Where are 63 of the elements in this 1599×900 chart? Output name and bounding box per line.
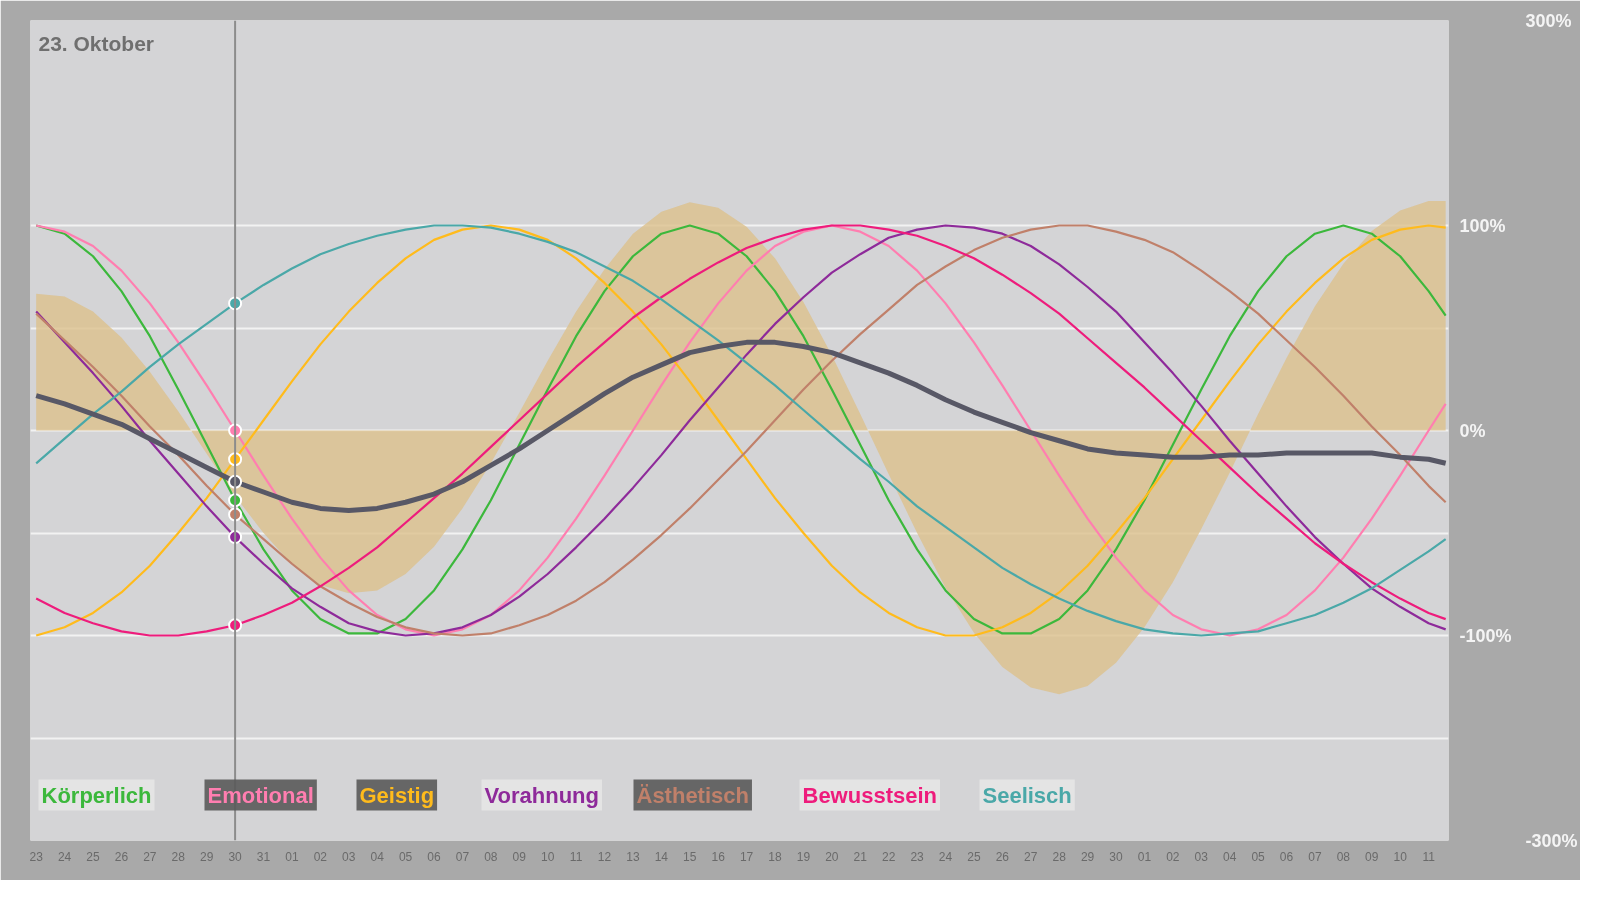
x-tick-label: 15 [683,849,697,864]
x-tick-label: 07 [455,849,470,864]
x-tick-label: 25 [86,849,101,864]
x-tick-label: 10 [541,849,555,864]
y-tick-label: 0% [1459,420,1486,441]
y-tick-label: 100% [1459,215,1506,236]
x-tick-label: 19 [796,849,811,864]
y2-tick-label: -300% [1525,830,1578,851]
x-tick-label: 28 [1052,849,1067,864]
x-tick-label: 10 [1393,849,1408,864]
x-tick-label: 20 [825,849,839,864]
x-tick-label: 29 [200,849,214,864]
x-tick-label: 11 [569,849,583,864]
x-tick-label: 04 [370,849,385,864]
x-tick-label: 02 [1166,849,1180,864]
x-tick-label: 23 [29,849,44,864]
x-tick-label: 21 [853,849,868,864]
text: Emotional [207,782,314,808]
x-tick-label: 29 [1080,849,1095,864]
text: Vorahnung [484,782,599,808]
x-tick-label: 07 [1308,849,1322,864]
y2-tick-label: 300% [1525,10,1572,31]
x-tick-label: 18 [768,849,783,864]
x-tick-label: 26 [114,849,129,864]
x-tick-label: 03 [342,849,356,864]
x-tick-label: 23 [910,849,925,864]
x-tick-label: 06 [1279,849,1294,864]
x-tick-label: 24 [938,849,953,864]
x-tick-label: 16 [711,849,726,864]
x-tick-label: 09 [512,849,527,864]
text: Geistig [359,782,435,808]
text: Bewusstsein [802,782,937,808]
x-tick-label: 13 [626,849,640,864]
x-tick-label: 01 [1137,849,1152,864]
x-tick-label: 04 [1223,849,1237,864]
x-tick-label: 30 [228,849,243,864]
text: Körperlich [41,782,152,808]
x-tick-label: 08 [1336,849,1351,864]
x-tick-label: 03 [1194,849,1209,864]
x-tick-label: 12 [597,849,612,864]
x-tick-label: 09 [1365,849,1379,864]
x-tick-label: 08 [484,849,498,864]
text: Ästhetisch [636,782,749,808]
x-tick-label: 31 [256,849,271,864]
x-tick-label: 01 [285,849,299,864]
x-tick-label: 17 [739,849,754,864]
x-tick-label: 28 [171,849,186,864]
x-tick-label: 06 [427,849,442,864]
x-tick-label: 27 [1024,849,1038,864]
x-tick-label: 05 [398,849,413,864]
x-tick-label: 30 [1109,849,1124,864]
x-tick-label: 11 [1422,849,1436,864]
text: Seelisch [982,782,1072,808]
x-tick-label: 05 [1251,849,1266,864]
x-tick-label: 02 [313,849,328,864]
y-tick-label: -100% [1459,625,1512,646]
x-tick-label: 26 [995,849,1010,864]
x-tick-label: 22 [882,849,896,864]
x-tick-label: 24 [57,849,72,864]
x-tick-label: 25 [967,849,981,864]
x-tick-label: 27 [143,849,157,864]
x-tick-label: 14 [654,849,669,864]
text: 23. Oktober [38,31,155,55]
